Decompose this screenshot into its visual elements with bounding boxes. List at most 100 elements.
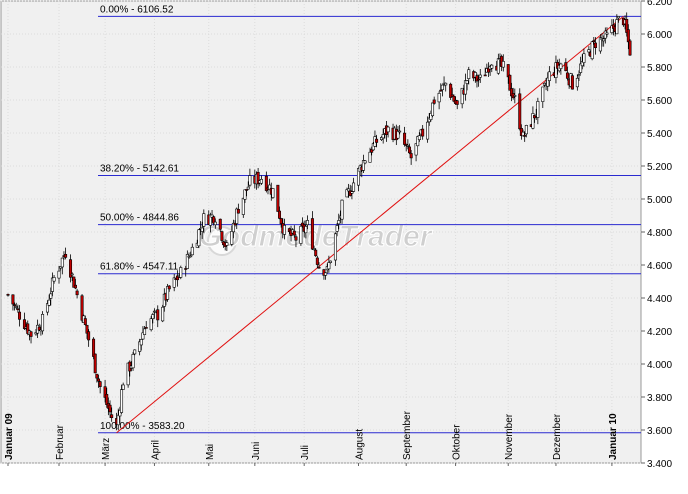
candle-body [478, 74, 482, 78]
fibonacci-label: 61.80% - 4547.11 [100, 262, 179, 273]
candle-body [417, 135, 421, 140]
x-month-label: August [354, 429, 365, 460]
candle-body [218, 218, 222, 230]
candle-body [184, 268, 188, 270]
candle-body [149, 318, 153, 331]
candle-body [368, 151, 372, 163]
candle-body [138, 341, 142, 352]
candle-body [404, 143, 408, 146]
candle-body [414, 143, 418, 156]
candle-body [363, 160, 367, 164]
candle-body [6, 293, 10, 296]
candle-body [131, 354, 135, 369]
candle-body [496, 58, 500, 74]
candle-body [120, 389, 124, 413]
candle-body [37, 326, 41, 331]
candle-body [501, 61, 505, 68]
candle-body [121, 384, 125, 390]
candle-body [317, 266, 321, 269]
candle-body [49, 293, 53, 299]
candle-body [327, 262, 331, 270]
candle-body [570, 75, 574, 90]
candle-body [371, 143, 375, 151]
x-month-label: Januar 10 [608, 413, 619, 460]
candle-body [337, 220, 341, 225]
x-month-label: Mai [205, 444, 216, 460]
candle-body [444, 82, 448, 86]
candle-body [197, 229, 201, 247]
candle-body [347, 188, 351, 192]
candle-body [467, 69, 471, 79]
candle-body [47, 299, 51, 306]
candle-body [335, 225, 339, 232]
candle-body [304, 226, 308, 234]
y-tick-label: 6.200 [647, 0, 672, 8]
x-month-label: Februar [55, 424, 66, 460]
candle-body [103, 386, 107, 398]
candle-body [83, 318, 87, 325]
candle-body [380, 137, 384, 140]
fibonacci-label: 100.00% - 3583.20 [100, 421, 185, 432]
candle-body [580, 61, 584, 67]
y-tick-label: 4.200 [647, 327, 672, 338]
candle-body [403, 132, 407, 145]
candle-body [559, 63, 563, 69]
candle-body [190, 246, 194, 256]
y-tick-label: 4.600 [647, 261, 672, 272]
candle-body [575, 77, 579, 88]
y-tick-label: 4.000 [647, 360, 672, 371]
candle-body [510, 88, 514, 97]
candle-body [50, 277, 54, 292]
candle-body [231, 222, 235, 233]
candle-body [230, 231, 234, 245]
candle-body [144, 327, 148, 329]
candle-body [577, 74, 581, 77]
candle-body [110, 414, 114, 418]
candle-body [225, 242, 229, 246]
candle-body [513, 95, 517, 97]
candle-body [259, 179, 263, 184]
candle-body [521, 131, 525, 137]
candle-body [236, 208, 240, 214]
x-month-label: Juli [300, 445, 311, 460]
candle-body [72, 276, 76, 288]
y-tick-label: 5.800 [647, 63, 672, 74]
candle-body [167, 285, 171, 290]
candle-body [92, 338, 96, 357]
candle-body [294, 236, 298, 241]
candle-body [408, 146, 412, 154]
candle-body [460, 87, 464, 105]
candle-body [605, 32, 609, 35]
x-month-label: März [101, 438, 112, 460]
candle-body [118, 409, 122, 417]
candle-body [565, 72, 569, 79]
candle-body [547, 71, 551, 81]
candle-body [361, 160, 365, 171]
candle-body [161, 306, 165, 322]
candle-body [156, 309, 160, 321]
candle-body [416, 136, 420, 147]
candle-body [60, 257, 64, 268]
candle-body [59, 266, 63, 269]
candle-body [490, 64, 494, 69]
candle-body [22, 319, 26, 329]
candle-body [610, 25, 614, 33]
candle-body [75, 290, 79, 296]
candle-body [151, 314, 155, 320]
candle-body [486, 67, 490, 73]
candle-body [45, 303, 49, 313]
y-tick-label: 3.400 [647, 459, 672, 470]
y-tick-label: 3.800 [647, 393, 672, 404]
candle-body [546, 77, 550, 87]
candle-body [312, 248, 316, 250]
candle-body [268, 184, 272, 190]
candle-body [172, 277, 176, 288]
candle-body [80, 295, 84, 321]
candle-body [57, 270, 61, 279]
candle-body [126, 362, 130, 386]
candle-body [333, 233, 337, 261]
candle-body [116, 414, 120, 426]
candle-body [329, 260, 333, 263]
candle-body [305, 220, 309, 226]
candle-body [531, 113, 535, 129]
